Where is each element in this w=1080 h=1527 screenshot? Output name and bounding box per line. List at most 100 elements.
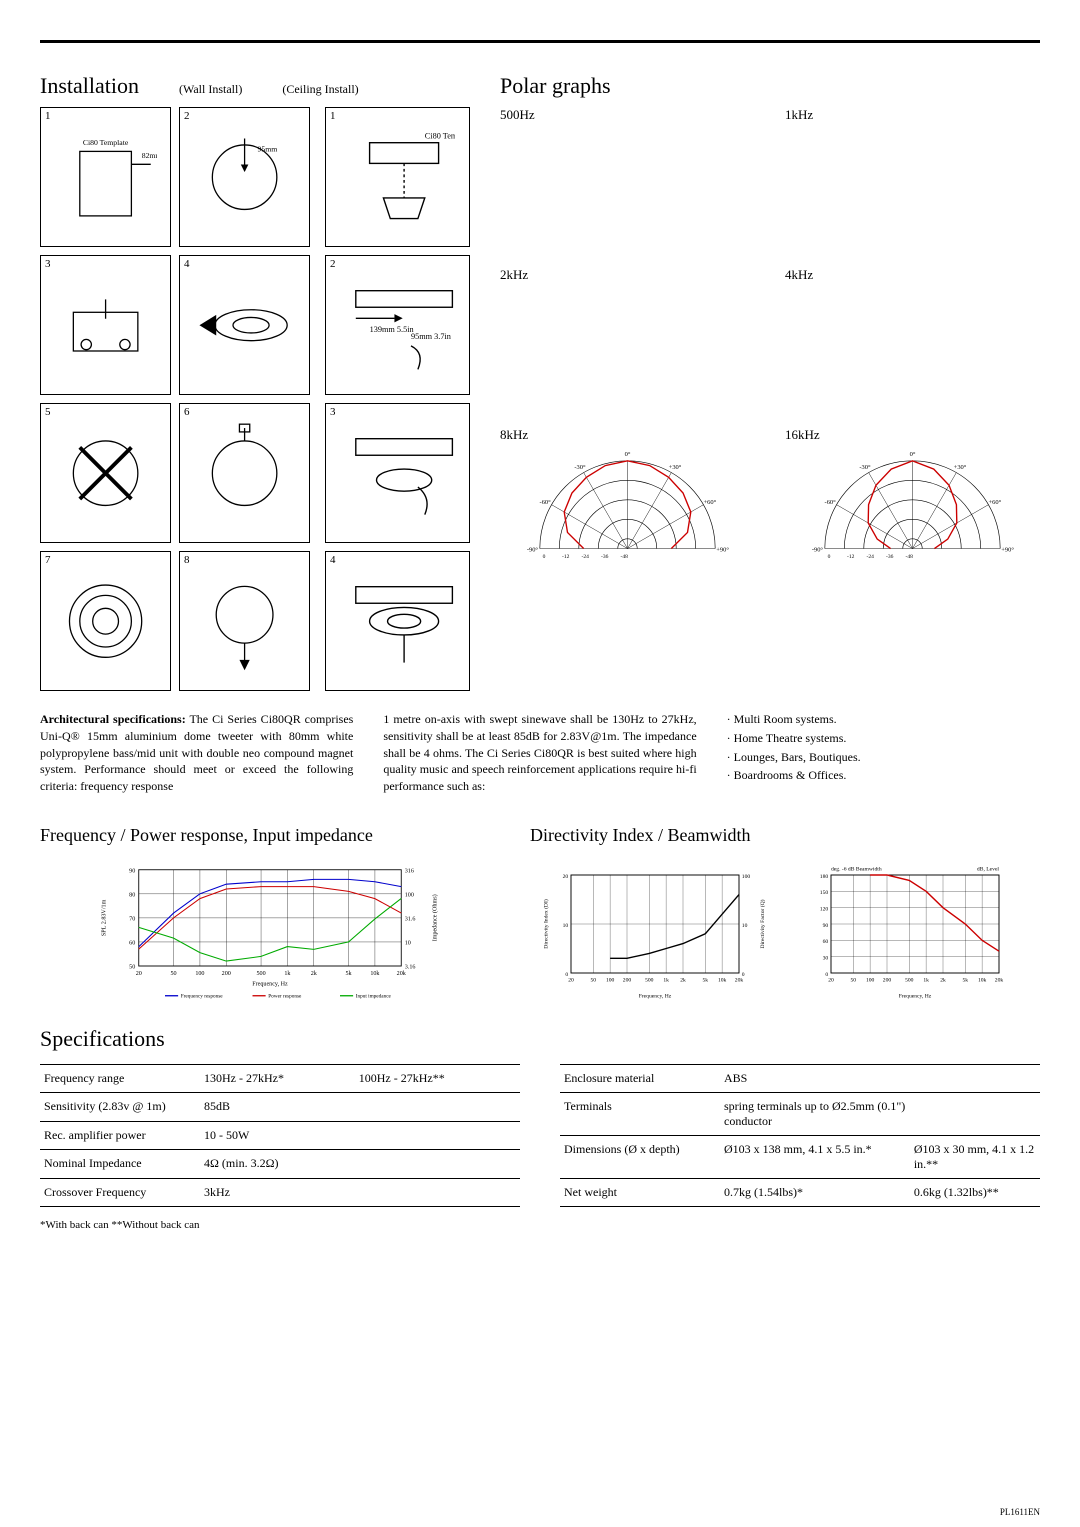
spec-row: Net weight0.7kg (1.54lbs)*0.6kg (1.32lbs… (560, 1178, 1040, 1206)
spec-value-2 (910, 1092, 1040, 1135)
spec-value-2 (355, 1093, 520, 1121)
svg-text:150: 150 (820, 890, 829, 896)
polar-label: 500Hz (500, 107, 755, 123)
document-code: PL1611EN (1000, 1507, 1040, 1517)
polar-chart (500, 287, 755, 407)
svg-text:dB, Level: dB, Level (977, 866, 1000, 872)
svg-text:90: 90 (129, 868, 135, 874)
specifications-section: Specifications Frequency range130Hz - 27… (40, 1026, 1040, 1231)
spec-row: Enclosure materialABS (560, 1064, 1040, 1092)
spec-value-1: 3kHz (200, 1178, 355, 1206)
svg-text:60: 60 (823, 939, 829, 945)
svg-text:Power response: Power response (268, 993, 302, 999)
svg-text:50: 50 (171, 971, 177, 977)
svg-text:95mm 3.7in: 95mm 3.7in (411, 332, 451, 341)
spec-value-2: Ø103 x 30 mm, 4.1 x 1.2 in.** (910, 1135, 1040, 1178)
spec-value-1: Ø103 x 138 mm, 4.1 x 5.5 in.* (720, 1135, 910, 1178)
svg-text:500: 500 (905, 977, 914, 983)
step-number: 2 (184, 110, 190, 122)
spec-table-right: Enclosure materialABSTerminalsspring ter… (560, 1064, 1040, 1207)
spec-value-2 (355, 1150, 520, 1178)
svg-text:-12: -12 (847, 554, 855, 560)
polar-label: 16kHz (785, 427, 1040, 443)
svg-text:30: 30 (823, 955, 829, 961)
spec-value-2: 0.6kg (1.32lbs)** (910, 1178, 1040, 1206)
spec-row: Frequency range130Hz - 27kHz*100Hz - 27k… (40, 1064, 520, 1092)
spec-label: Sensitivity (2.83v @ 1m) (40, 1093, 200, 1121)
svg-text:-90°: -90° (527, 546, 539, 553)
svg-text:50: 50 (850, 977, 856, 983)
svg-text:Ci80 Template: Ci80 Template (425, 131, 455, 140)
svg-text:0: 0 (742, 972, 745, 978)
svg-text:SPL 2.83V/1m: SPL 2.83V/1m (102, 899, 108, 936)
svg-text:500: 500 (256, 971, 265, 977)
spec-value-2 (910, 1064, 1040, 1092)
svg-text:-48: -48 (906, 554, 914, 560)
spec-label: Crossover Frequency (40, 1178, 200, 1206)
spec-row: Nominal Impedance4Ω (min. 3.2Ω) (40, 1150, 520, 1178)
spec-value-1: ABS (720, 1064, 910, 1092)
svg-text:5k: 5k (962, 977, 968, 983)
svg-text:-90°: -90° (812, 546, 824, 553)
svg-text:10: 10 (405, 941, 411, 947)
svg-text:Directivity Index (DI): Directivity Index (DI) (543, 899, 550, 949)
svg-text:50: 50 (590, 977, 596, 983)
spec-value-1: 130Hz - 27kHz* (200, 1064, 355, 1092)
svg-text:2k: 2k (940, 977, 946, 983)
spec-label: Frequency range (40, 1064, 200, 1092)
wall-step-8: 8 (179, 551, 310, 691)
step-number: 5 (45, 406, 51, 418)
svg-text:-30°: -30° (574, 464, 586, 471)
svg-text:139mm 5.5in: 139mm 5.5in (370, 325, 414, 334)
svg-text:Directivity Factor (Q): Directivity Factor (Q) (759, 899, 766, 948)
svg-text:95mm: 95mm (257, 144, 277, 153)
directivity-title: Directivity Index / Beamwidth (530, 825, 1040, 846)
spec-value-2 (355, 1121, 520, 1149)
svg-text:31.6: 31.6 (405, 916, 416, 922)
svg-text:10k: 10k (718, 977, 727, 983)
svg-text:deg. -6 dB Beamwidth: deg. -6 dB Beamwidth (831, 866, 882, 872)
installation-column: Installation (Wall Install) (Ceiling Ins… (40, 73, 470, 691)
ceiling-install-label: (Ceiling Install) (282, 82, 358, 97)
svg-text:+30°: +30° (669, 464, 682, 471)
svg-text:20: 20 (563, 874, 569, 880)
arch-bullet: · Multi Room systems. (727, 711, 1040, 728)
svg-text:-60°: -60° (540, 499, 552, 506)
polar-label: 8kHz (500, 427, 755, 443)
ceiling-diagram-grid: 1Ci80 Template2139mm 5.5in95mm 3.7in34 (325, 107, 470, 691)
spec-footnote: *With back can **Without back can (40, 1219, 1040, 1231)
spec-row: Rec. amplifier power10 - 50W (40, 1121, 520, 1149)
spec-row: Terminalsspring terminals up to Ø2.5mm (… (560, 1092, 1040, 1135)
svg-text:200: 200 (222, 971, 231, 977)
spec-label: Net weight (560, 1178, 720, 1206)
spec-row: Crossover Frequency3kHz (40, 1178, 520, 1206)
ceiling-step-1: 1Ci80 Template (325, 107, 470, 247)
wall-install-label: (Wall Install) (179, 82, 242, 97)
ceiling-step-2: 2139mm 5.5in95mm 3.7in (325, 255, 470, 395)
step-number: 1 (45, 110, 51, 122)
polar-title: Polar graphs (500, 73, 1040, 99)
svg-text:1k: 1k (284, 971, 291, 977)
svg-text:Frequency response: Frequency response (181, 993, 224, 999)
svg-text:-30°: -30° (859, 464, 871, 471)
wall-step-2: 2 95mm (179, 107, 310, 247)
spec-label: Dimensions (Ø x depth) (560, 1135, 720, 1178)
step-number: 6 (184, 406, 190, 418)
svg-text:20k: 20k (735, 977, 744, 983)
specifications-title: Specifications (40, 1026, 1040, 1052)
svg-text:0°: 0° (625, 451, 631, 458)
spec-value-1: 10 - 50W (200, 1121, 355, 1149)
spec-table-left: Frequency range130Hz - 27kHz*100Hz - 27k… (40, 1064, 520, 1207)
svg-text:50: 50 (129, 965, 135, 971)
polar-column: Polar graphs 500Hz1kHz2kHz4kHz8kHz-90°-6… (500, 73, 1040, 691)
svg-text:-36: -36 (886, 554, 894, 560)
directivity-section: Directivity Index / Beamwidth 0102020501… (530, 825, 1040, 1001)
polar-label: 1kHz (785, 107, 1040, 123)
svg-text:-36: -36 (601, 554, 609, 560)
svg-text:Ci80 Template: Ci80 Template (83, 138, 129, 147)
svg-text:Frequency, Hz: Frequency, Hz (639, 993, 672, 999)
polar-cell-8kHz: 8kHz-90°-60°-30°0°+30°+60°+90°0-12-24-36… (500, 427, 755, 567)
arch-bullet: · Lounges, Bars, Boutiques. (727, 749, 1040, 766)
svg-text:0°: 0° (910, 451, 916, 458)
spec-row: Sensitivity (2.83v @ 1m)85dB (40, 1093, 520, 1121)
